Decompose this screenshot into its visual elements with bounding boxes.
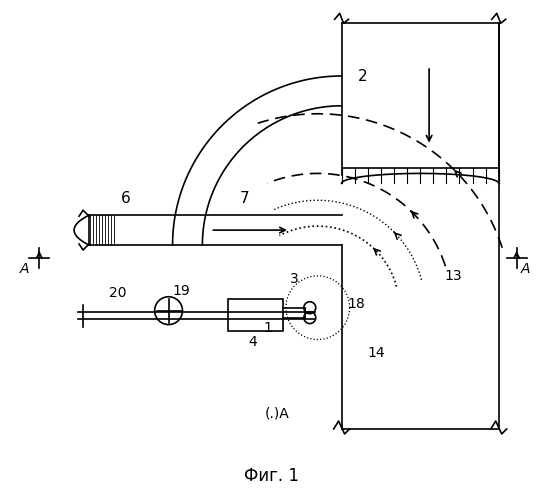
Text: 6: 6 [121,192,131,206]
Text: Фиг. 1: Фиг. 1 [243,466,299,484]
Text: 19: 19 [172,284,190,298]
Text: (.)A: (.)A [265,406,290,420]
Text: 3: 3 [290,272,299,286]
Text: 1: 1 [263,320,272,334]
Text: 14: 14 [367,346,385,360]
Text: 18: 18 [347,296,365,310]
Text: 2: 2 [358,69,367,84]
Text: 7: 7 [240,192,250,206]
Text: A: A [20,262,29,276]
Bar [228,298,283,330]
Text: 4: 4 [248,336,257,349]
Text: 20: 20 [109,286,126,300]
Text: 13: 13 [444,269,462,283]
Text: A: A [521,262,530,276]
